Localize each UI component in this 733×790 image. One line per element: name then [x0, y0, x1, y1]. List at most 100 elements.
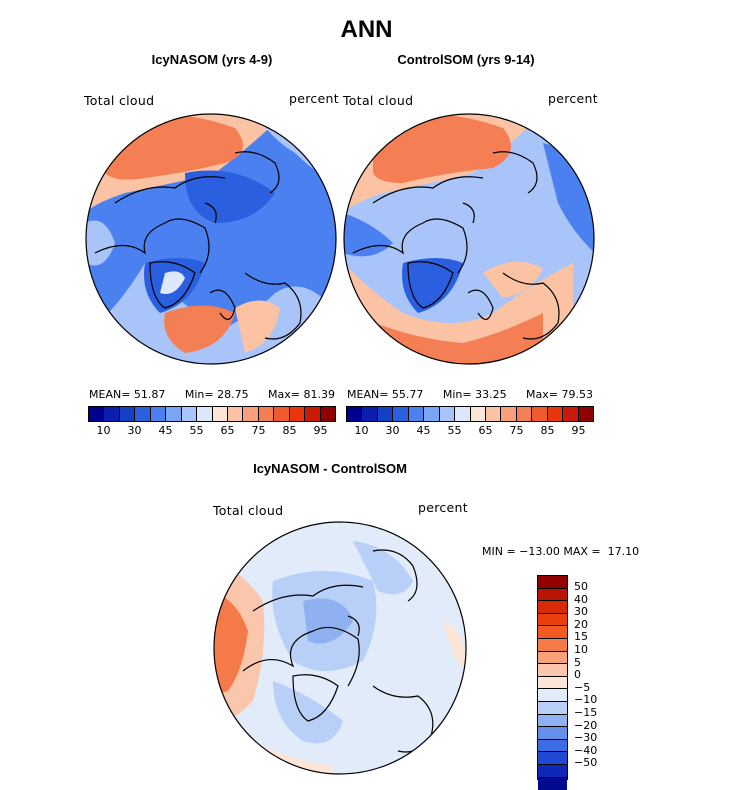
panel-1-map: [85, 113, 337, 365]
diff-var-label: Total cloud: [213, 503, 283, 518]
colorbar-tick-label: 65: [212, 424, 243, 437]
panel-1-stats: MEAN= 51.87 Min= 28.75 Max= 81.39: [89, 388, 335, 401]
panel-2-units: percent: [548, 91, 598, 106]
colorbar-tick-label: 45: [150, 424, 181, 437]
colorbar-tick-label: 50: [574, 581, 597, 594]
colorbar-swatch: [532, 407, 547, 421]
colorbar-tick-label: 10: [88, 424, 119, 437]
colorbar-swatch: [321, 407, 335, 421]
diff-colorbar: [537, 575, 568, 780]
colorbar-tick-label: 75: [501, 424, 532, 437]
figure-title: ANN: [0, 16, 733, 44]
colorbar-tick-label: 95: [305, 424, 336, 437]
min-label: Min=: [185, 388, 214, 401]
colorbar-swatch: [274, 407, 289, 421]
min-value: 28.75: [217, 388, 249, 401]
colorbar-tick-label: 30: [377, 424, 408, 437]
max-value: 81.39: [303, 388, 335, 401]
colorbar-swatch: [538, 765, 567, 778]
colorbar-swatch: [538, 715, 567, 728]
min-value: 33.25: [475, 388, 507, 401]
max-label: Max=: [526, 388, 558, 401]
mean-label: MEAN=: [347, 388, 388, 401]
panel-1-units: percent: [289, 91, 339, 106]
colorbar-swatch: [409, 407, 424, 421]
colorbar-swatch: [120, 407, 135, 421]
diff-minmax: MIN = −13.00 MAX = 17.10: [482, 545, 639, 558]
colorbar-swatch: [517, 407, 532, 421]
colorbar-swatch: [182, 407, 197, 421]
diff-map: [213, 521, 467, 775]
colorbar-swatch: [440, 407, 455, 421]
colorbar-swatch: [393, 407, 408, 421]
colorbar-swatch: [378, 407, 393, 421]
diff-title: IcyNASOM - ControlSOM: [230, 461, 430, 476]
panel-1-title: IcyNASOM (yrs 4-9): [112, 52, 312, 67]
mean-label: MEAN=: [89, 388, 130, 401]
min-label: Min=: [443, 388, 472, 401]
colorbar-swatch: [538, 652, 567, 665]
colorbar-tick-label: 55: [181, 424, 212, 437]
colorbar-swatch: [135, 407, 150, 421]
colorbar-tick-label: −15: [574, 707, 597, 720]
colorbar-swatch: [538, 601, 567, 614]
colorbar-tick-label: 75: [243, 424, 274, 437]
colorbar-swatch: [538, 740, 567, 753]
mean-value: 55.77: [392, 388, 424, 401]
diff-units: percent: [418, 500, 468, 515]
colorbar-swatch: [471, 407, 486, 421]
colorbar-swatch: [538, 702, 567, 715]
colorbar-swatch: [455, 407, 470, 421]
colorbar-swatch: [305, 407, 320, 421]
colorbar-swatch: [563, 407, 578, 421]
colorbar-swatch: [424, 407, 439, 421]
colorbar-swatch: [538, 778, 567, 790]
colorbar-swatch: [259, 407, 274, 421]
colorbar-swatch: [166, 407, 181, 421]
colorbar-tick-label: 95: [563, 424, 594, 437]
colorbar-tick-label: 30: [119, 424, 150, 437]
colorbar-swatch: [538, 614, 567, 627]
colorbar-swatch: [347, 407, 362, 421]
colorbar-swatch: [538, 664, 567, 677]
panel-1-colorbar: [88, 406, 336, 422]
colorbar-swatch: [538, 576, 567, 589]
colorbar-tick-label: −50: [574, 757, 597, 770]
colorbar-swatch: [243, 407, 258, 421]
colorbar-swatch: [213, 407, 228, 421]
colorbar-swatch: [290, 407, 305, 421]
max-label: Max=: [268, 388, 300, 401]
colorbar-tick-label: 85: [274, 424, 305, 437]
panel-1-var-label: Total cloud: [84, 93, 154, 108]
colorbar-swatch: [538, 639, 567, 652]
colorbar-swatch: [538, 589, 567, 602]
colorbar-tick-label: 10: [346, 424, 377, 437]
panel-2-var-label: Total cloud: [343, 93, 413, 108]
panel-2-map: [343, 113, 595, 365]
panel-2-title: ControlSOM (yrs 9-14): [356, 52, 576, 67]
colorbar-tick-label: −30: [574, 732, 597, 745]
colorbar-swatch: [228, 407, 243, 421]
colorbar-swatch: [501, 407, 516, 421]
colorbar-swatch: [104, 407, 119, 421]
colorbar-tick-label: 85: [532, 424, 563, 437]
colorbar-swatch: [579, 407, 593, 421]
colorbar-swatch: [538, 689, 567, 702]
colorbar-tick-label: 10: [574, 644, 597, 657]
panel-2-colorbar: [346, 406, 594, 422]
colorbar-tick-label: 45: [408, 424, 439, 437]
mean-value: 51.87: [134, 388, 166, 401]
colorbar-tick-label: 65: [470, 424, 501, 437]
colorbar-swatch: [538, 752, 567, 765]
max-value: 79.53: [561, 388, 593, 401]
colorbar-swatch: [538, 626, 567, 639]
colorbar-tick-label: 0: [574, 669, 597, 682]
colorbar-swatch: [197, 407, 212, 421]
colorbar-swatch: [548, 407, 563, 421]
colorbar-swatch: [89, 407, 104, 421]
colorbar-swatch: [538, 727, 567, 740]
colorbar-swatch: [151, 407, 166, 421]
panel-2-stats: MEAN= 55.77 Min= 33.25 Max= 79.53: [347, 388, 593, 401]
